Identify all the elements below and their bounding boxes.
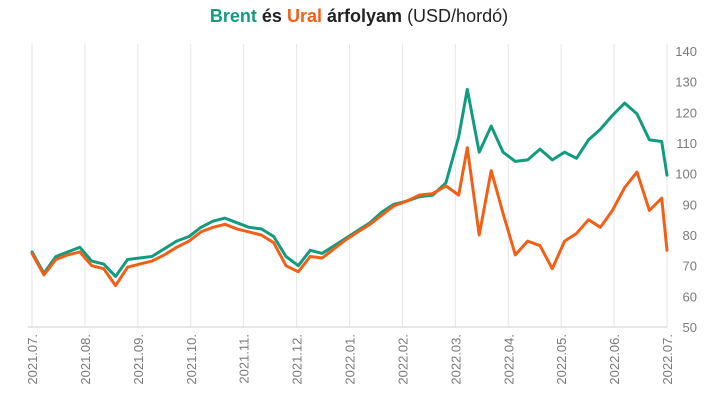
x-tick-label-2021.08.: 2021.08. xyxy=(78,334,93,385)
title-main-word: árfolyam xyxy=(327,6,403,26)
y-tick-label-50: 50 xyxy=(683,320,697,335)
x-tick-label-2022.06.: 2022.06. xyxy=(607,334,622,385)
series-line-ural xyxy=(30,146,669,288)
y-tick-label-140: 140 xyxy=(675,44,697,59)
title-conj-word: és xyxy=(261,6,282,26)
x-tick-label-2021.09.: 2021.09. xyxy=(131,334,146,385)
chart-title: Brent és Ural árfolyam (USD/hordó) xyxy=(0,6,718,27)
y-tick-label-120: 120 xyxy=(675,105,697,120)
x-tick-label-2022.04.: 2022.04. xyxy=(501,334,516,385)
title-ural-word: Ural xyxy=(286,6,322,26)
y-tick-label-60: 60 xyxy=(683,289,697,304)
x-tick-label-2022.05.: 2022.05. xyxy=(554,334,569,385)
x-tick-label-2022.02.: 2022.02. xyxy=(395,334,410,385)
y-tick-label-110: 110 xyxy=(676,136,697,151)
y-tick-label-80: 80 xyxy=(683,228,697,243)
x-tick-label-2022.03.: 2022.03. xyxy=(448,334,463,385)
x-tick-label-2021.11.: 2021.11. xyxy=(237,334,252,384)
y-tick-label-100: 100 xyxy=(675,167,697,182)
x-tick-label-2022.01.: 2022.01. xyxy=(343,334,358,385)
y-tick-label-70: 70 xyxy=(683,259,697,274)
x-tick-label-2022.07.: 2022.07. xyxy=(660,334,675,385)
y-tick-label-90: 90 xyxy=(683,197,697,212)
x-tick-label-2021.12.: 2021.12. xyxy=(290,334,305,385)
title-unit: (USD/hordó) xyxy=(407,6,509,26)
title-brent-word: Brent xyxy=(209,6,257,26)
x-tick-label-2021.07.: 2021.07. xyxy=(25,334,40,385)
x-tick-label-2021.10.: 2021.10. xyxy=(184,334,199,385)
y-tick-label-130: 130 xyxy=(675,75,697,90)
